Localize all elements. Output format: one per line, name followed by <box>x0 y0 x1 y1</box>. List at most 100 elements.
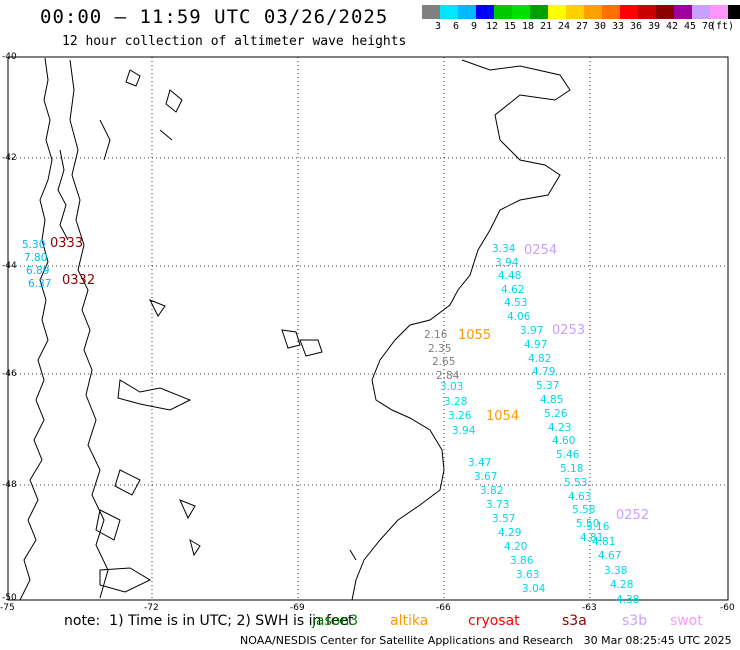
wave-height-value: 5.37 <box>536 380 560 393</box>
satellite-name: altika <box>390 613 429 629</box>
wave-height-value: 4.79 <box>532 366 556 379</box>
wave-height-value: 3.94 <box>452 424 476 437</box>
wave-height-value: 4.81 <box>592 535 616 548</box>
color-swatch <box>494 5 512 19</box>
scale-tick-label: 18 <box>521 21 535 32</box>
scale-tick-label: 9 <box>470 21 478 32</box>
wave-height-value: 3.28 <box>444 395 468 408</box>
scale-tick-label: 3 <box>434 21 442 32</box>
scale-tick-label: 36 <box>629 21 643 32</box>
longitude-label: -69 <box>290 603 305 613</box>
wave-height-value: 3.26 <box>448 410 472 422</box>
wave-height-value: 2.16 <box>424 329 448 341</box>
map-border <box>7 56 729 601</box>
wave-height-value: 4.48 <box>498 270 522 282</box>
scale-unit-label: (ft) <box>709 21 735 32</box>
wave-height-value: 5.26 <box>544 407 568 420</box>
color-scale-bar <box>422 5 740 19</box>
color-swatch <box>674 5 692 19</box>
wave-height-value: 3.04 <box>522 583 546 595</box>
longitude-label: -60 <box>720 603 735 613</box>
wave-height-value: 6.37 <box>28 278 52 290</box>
coastline <box>19 57 571 601</box>
satellite-name: jason3 <box>312 613 359 629</box>
wave-height-value: 4.38 <box>616 593 640 606</box>
color-swatch <box>728 5 740 19</box>
latitude-label: -50 <box>2 593 17 603</box>
wave-height-value: 3.57 <box>492 513 516 525</box>
pass-id-label: 0332 <box>62 273 96 288</box>
wave-height-value: 5.58 <box>572 504 596 517</box>
latitude-label: -44 <box>2 261 17 271</box>
scale-tick-label: 6 <box>452 21 460 32</box>
wave-height-value: 4.62 <box>501 283 525 296</box>
color-swatch <box>548 5 566 19</box>
color-swatch <box>530 5 548 19</box>
scale-tick-label: 27 <box>575 21 589 32</box>
color-swatch <box>692 5 710 19</box>
pass-id-label: 1054 <box>486 409 520 424</box>
footnote: note: 1) Time is in UTC; 2) SWH is in fe… <box>64 613 354 629</box>
satellite-name: swot <box>670 613 703 629</box>
wave-height-value: 4.23 <box>548 421 572 434</box>
wave-height-value: 4.63 <box>568 490 592 503</box>
color-swatch <box>584 5 602 19</box>
latitude-label: -48 <box>2 480 17 490</box>
wave-height-value: 4.29 <box>498 527 522 539</box>
wave-height-value: 4.85 <box>540 394 564 406</box>
longitude-label: -75 <box>0 603 15 613</box>
color-swatch <box>440 5 458 19</box>
satellite-name: cryosat <box>468 613 520 629</box>
wave-height-value: 4.53 <box>504 297 528 309</box>
latitude-label: -46 <box>2 369 17 379</box>
wave-height-value: 2.65 <box>432 356 456 368</box>
wave-height-value: 3.67 <box>474 471 498 483</box>
credit-line: NOAA/NESDIS Center for Satellite Applica… <box>240 634 732 647</box>
wave-height-value: 5.18 <box>560 463 584 475</box>
wave-height-value: 3.03 <box>440 381 464 393</box>
pass-id-label: 0333 <box>50 236 84 251</box>
wave-height-value: 4.82 <box>528 352 552 365</box>
wave-height-value: 4.28 <box>610 579 634 591</box>
pass-id-label: 1055 <box>458 328 492 343</box>
wave-height-value: 4.20 <box>504 541 528 553</box>
scale-tick-label: 39 <box>647 21 661 32</box>
color-swatch <box>602 5 620 19</box>
scale-tick-label: 12 <box>485 21 499 32</box>
longitude-label: -72 <box>144 603 159 613</box>
wave-height-value: 2.84 <box>436 369 460 382</box>
color-swatch <box>512 5 530 19</box>
scale-tick-label: 30 <box>593 21 607 32</box>
wave-height-value: 3.38 <box>604 564 628 577</box>
wave-height-value: 4.60 <box>552 435 576 448</box>
satellite-name: s3b <box>622 613 648 629</box>
color-swatch <box>710 5 728 19</box>
map-subtitle: 12 hour collection of altimeter wave hei… <box>62 34 407 49</box>
longitude-label: -66 <box>436 603 451 613</box>
wave-height-value: 3.73 <box>486 499 510 511</box>
wave-height-value: 5.53 <box>564 476 588 489</box>
scale-tick-label: 15 <box>503 21 517 32</box>
wave-height-value: 5.16 <box>586 521 610 533</box>
wave-height-value: 5.50 <box>576 518 600 531</box>
pass-id-label: 0252 <box>616 508 650 523</box>
color-swatch <box>620 5 638 19</box>
map-frame <box>7 56 729 601</box>
latitude-label: -42 <box>2 153 17 163</box>
wave-height-value: 6.89 <box>26 265 50 277</box>
wave-height-value: 3.34 <box>492 243 516 255</box>
scale-tick-label: 45 <box>683 21 697 32</box>
color-swatch <box>638 5 656 19</box>
wave-height-value: 3.97 <box>520 325 544 337</box>
wave-height-value: 3.63 <box>516 569 540 581</box>
scale-tick-label: 42 <box>665 21 679 32</box>
color-swatch <box>476 5 494 19</box>
scale-tick-label: 21 <box>539 21 553 32</box>
scale-tick-label: 33 <box>611 21 625 32</box>
color-scale-ticks: 3 6 9 12 15 18 21 24 27 30 33 36 39 42 45 70 (ft) <box>422 21 740 33</box>
wave-height-value: 2.35 <box>428 342 452 355</box>
color-swatch <box>566 5 584 19</box>
longitude-label: -63 <box>582 603 597 613</box>
map-title: 00:00 – 11:59 UTC 03/26/2025 <box>40 6 389 28</box>
wave-height-value: 3.94 <box>495 256 519 269</box>
